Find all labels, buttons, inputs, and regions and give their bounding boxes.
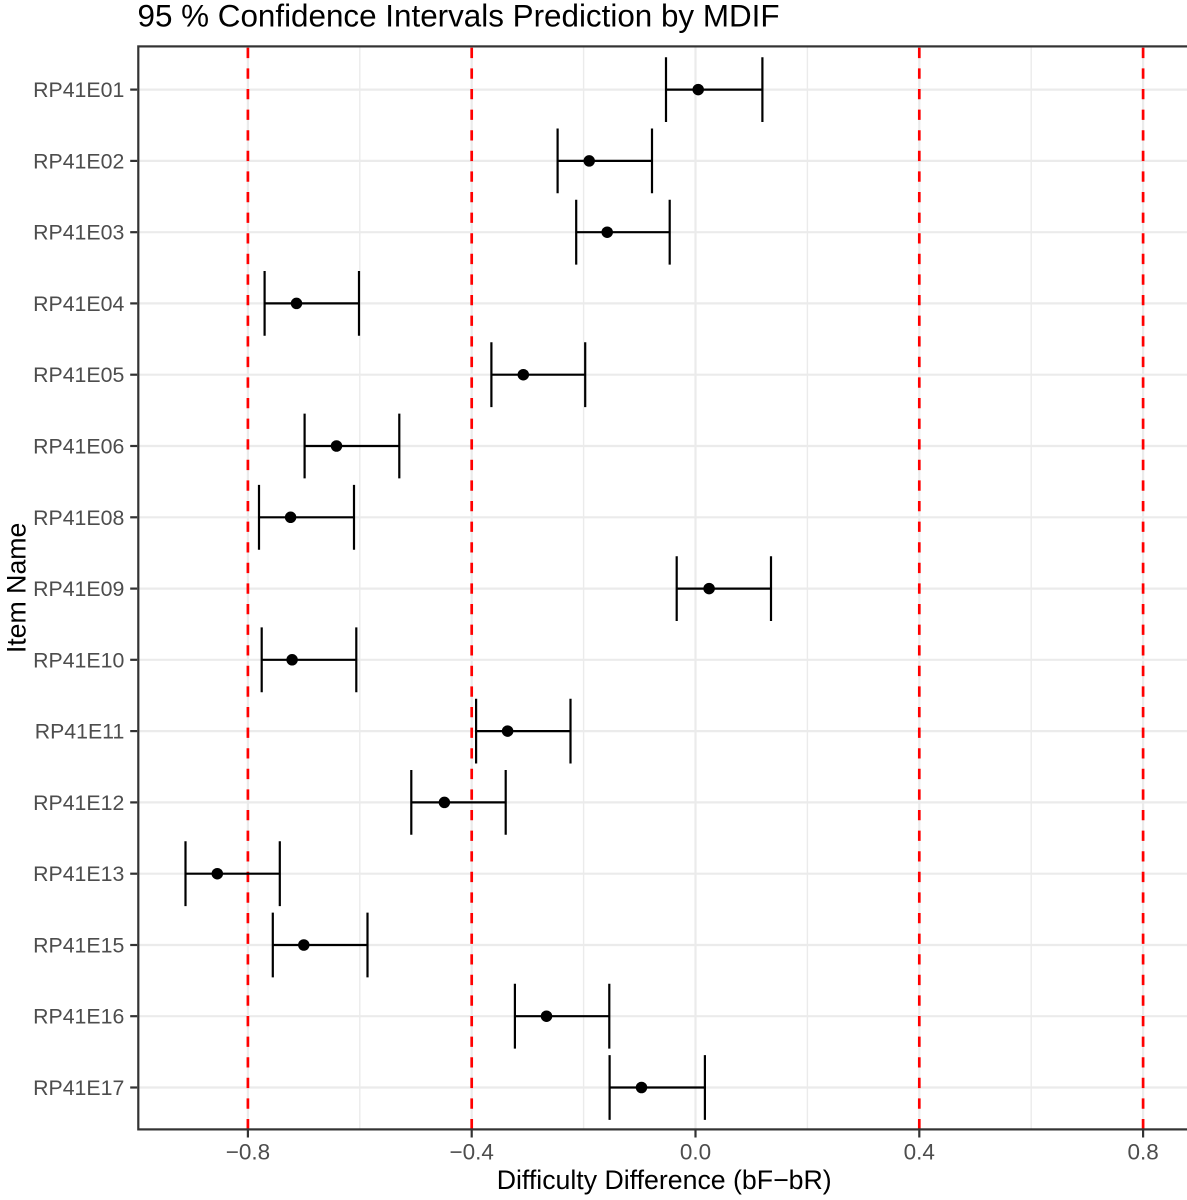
svg-text:RP41E11: RP41E11 (35, 720, 125, 744)
svg-text:−0.4: −0.4 (449, 1139, 493, 1164)
svg-text:RP41E04: RP41E04 (33, 292, 124, 316)
svg-text:RP41E08: RP41E08 (33, 506, 124, 530)
svg-text:RP41E09: RP41E09 (33, 577, 124, 601)
svg-text:RP41E10: RP41E10 (33, 648, 124, 672)
svg-text:RP41E05: RP41E05 (33, 363, 124, 387)
svg-text:RP41E15: RP41E15 (33, 934, 124, 958)
svg-text:RP41E06: RP41E06 (33, 435, 124, 459)
svg-text:RP41E02: RP41E02 (33, 149, 124, 173)
svg-text:0.8: 0.8 (1127, 1139, 1158, 1164)
svg-text:RP41E03: RP41E03 (33, 221, 124, 245)
svg-text:RP41E16: RP41E16 (33, 1005, 124, 1029)
svg-text:−0.8: −0.8 (226, 1139, 270, 1164)
svg-text:0.4: 0.4 (904, 1139, 935, 1164)
svg-text:0.0: 0.0 (680, 1139, 711, 1164)
svg-text:RP41E12: RP41E12 (33, 791, 124, 815)
svg-text:RP41E17: RP41E17 (33, 1076, 124, 1100)
svg-text:Difficulty Difference (bF−bR): Difficulty Difference (bF−bR) (497, 1165, 832, 1195)
svg-text:Item Name: Item Name (1, 523, 31, 654)
svg-text:95 % Confidence Intervals Pred: 95 % Confidence Intervals Prediction by … (138, 0, 780, 34)
svg-text:RP41E01: RP41E01 (33, 78, 124, 102)
svg-text:RP41E13: RP41E13 (33, 862, 124, 886)
